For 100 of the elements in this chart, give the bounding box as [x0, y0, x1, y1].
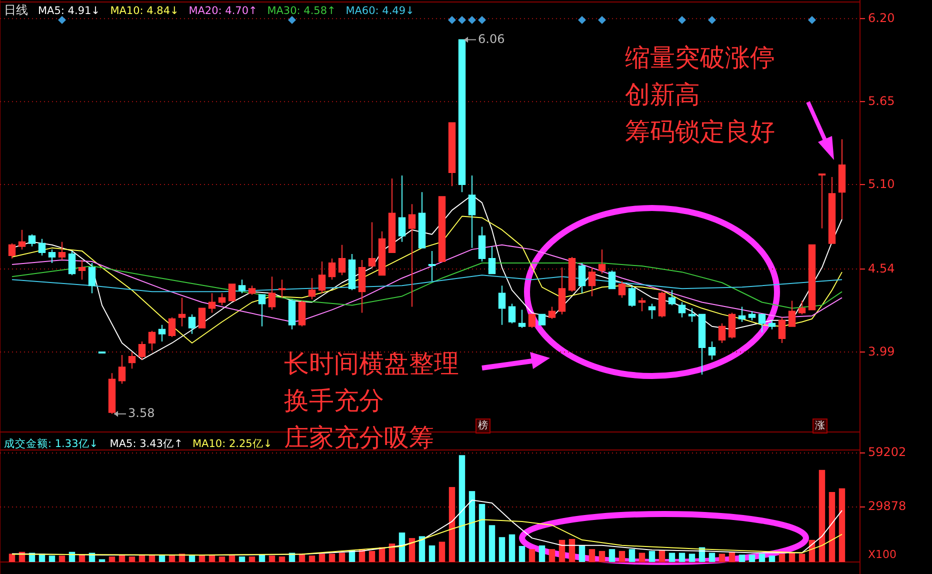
candlestick: [278, 279, 286, 298]
annotation: 6.06: [478, 32, 505, 46]
bar: [78, 554, 86, 562]
candlestick: [798, 300, 806, 315]
bar: [248, 556, 256, 562]
candlestick: [168, 316, 176, 338]
bar: [368, 550, 376, 562]
bar: [388, 544, 396, 562]
candlestick: [608, 270, 616, 290]
candlestick: [58, 241, 66, 260]
bar: [498, 537, 506, 562]
annotation: MA5: 4.91↓: [38, 5, 100, 17]
candlestick: [108, 372, 116, 414]
candlestick: [78, 260, 86, 280]
line-series: [12, 519, 842, 556]
bar: [648, 550, 656, 562]
annotation: 创新高: [625, 80, 700, 109]
bar: [518, 546, 526, 562]
bar: [538, 545, 546, 562]
candlestick: [678, 302, 686, 318]
candlestick: [388, 178, 396, 253]
candlestick: [728, 312, 736, 339]
candlestick: [8, 242, 16, 259]
bar: [758, 554, 766, 562]
bar: [118, 556, 126, 562]
bar: [338, 552, 346, 562]
candlestick: [348, 253, 356, 291]
candlestick: [208, 292, 216, 314]
bar: [668, 552, 676, 562]
annotation: 缩量突破涨停: [625, 43, 775, 72]
candlestick: [458, 39, 466, 193]
bar: [528, 549, 536, 562]
candlestick: [598, 248, 606, 274]
candlestick: [18, 229, 26, 250]
bar: [748, 554, 756, 562]
candlestick: [748, 310, 756, 321]
candlestick: [268, 276, 276, 310]
bar: [398, 532, 406, 562]
bar: [568, 538, 576, 562]
candlestick: [218, 292, 226, 306]
bar: [558, 540, 566, 562]
bar: [198, 556, 206, 562]
candlestick: [128, 352, 136, 370]
bar: [488, 525, 496, 562]
annotation: 庄家充分吸筹: [284, 423, 434, 452]
bar: [738, 554, 746, 562]
candlestick: [618, 280, 626, 298]
candlestick: [328, 258, 336, 280]
candlestick: [838, 138, 846, 220]
candlestick: [658, 291, 666, 318]
candlestick: [438, 196, 446, 262]
candlestick: [668, 290, 676, 306]
bar: [728, 552, 736, 562]
bar: [618, 550, 626, 562]
bar: [58, 556, 66, 562]
candlestick: [238, 279, 246, 294]
candlestick: [158, 324, 166, 342]
bar: [8, 554, 16, 562]
candlestick: [508, 303, 516, 324]
bar: [318, 554, 326, 562]
bar: [548, 549, 556, 562]
bar: [98, 559, 106, 562]
candlestick: [298, 300, 306, 327]
candlestick: [398, 175, 406, 242]
line-series: [12, 262, 842, 309]
bar: [48, 556, 56, 562]
y-tick-label: 3.99: [868, 344, 895, 358]
candlestick: [198, 308, 206, 328]
candlestick: [738, 306, 746, 322]
y-tick-label: 59202: [868, 445, 906, 460]
candlestick: [38, 238, 46, 256]
candlestick: [548, 306, 556, 320]
bar: [188, 556, 196, 562]
y-tick-label: 6.20: [868, 10, 895, 25]
y-tick-label: 29878: [868, 499, 906, 514]
annotation: 3.58: [128, 406, 155, 420]
candlestick: [768, 320, 776, 330]
candlestick: [258, 294, 266, 327]
bar: [328, 554, 336, 562]
candlestick: [568, 256, 576, 292]
chart-title: 日线: [4, 3, 28, 17]
candlestick: [818, 174, 826, 229]
bar: [258, 554, 266, 562]
bar: [828, 492, 836, 562]
annotation: 长时间横盘整理: [284, 349, 459, 378]
bar: [218, 556, 226, 562]
bar: [138, 556, 146, 562]
annotation: MA10: 4.84↓: [110, 5, 179, 17]
text: MA5: 3.43亿↑: [110, 438, 183, 450]
candlestick: [578, 262, 586, 294]
candlestick: [148, 330, 156, 352]
candlestick: [118, 354, 126, 384]
annotation: MA20: 4.70↑: [188, 5, 258, 17]
candlestick: [48, 248, 56, 264]
bar: [408, 538, 416, 562]
annotation: MA30: 4.58↑: [267, 5, 336, 17]
bar: [818, 470, 826, 562]
bar: [688, 554, 696, 562]
candlestick: [488, 246, 496, 274]
y-tick-label: 4.54: [868, 261, 895, 276]
